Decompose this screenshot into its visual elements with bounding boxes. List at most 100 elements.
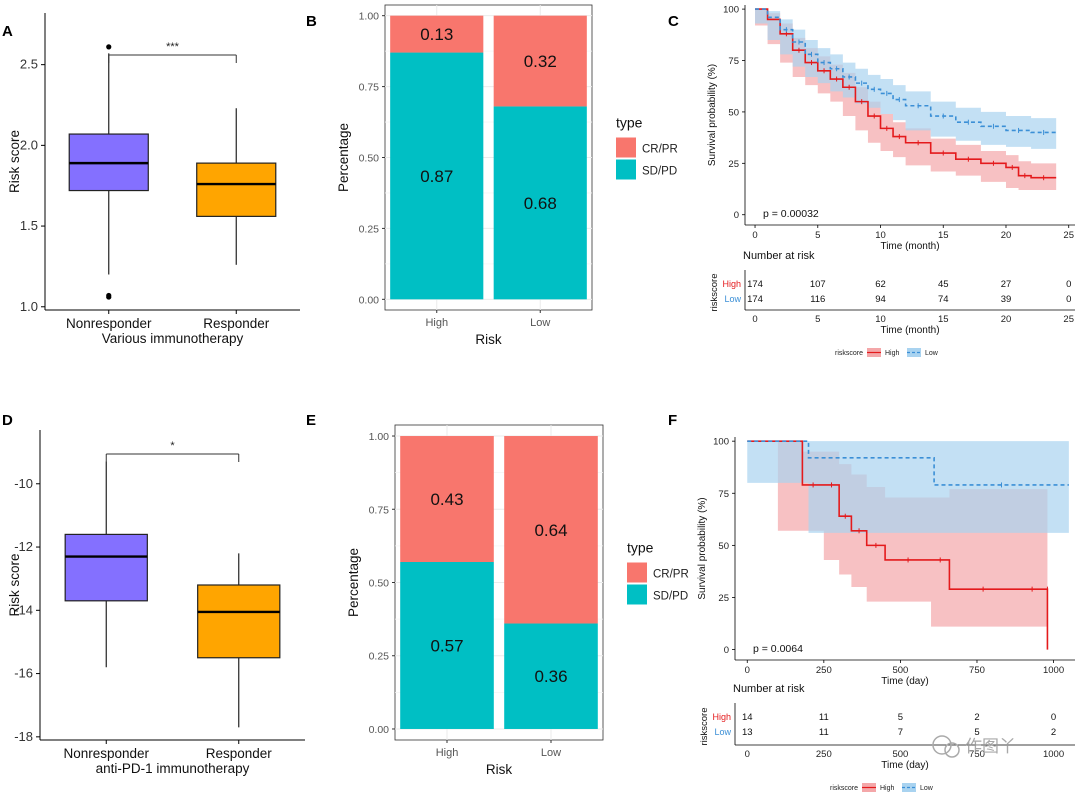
x-tick-label: Responder	[203, 316, 270, 331]
watermark: 作图丫	[932, 735, 1016, 758]
risk-row-label: High	[722, 279, 741, 289]
risk-count: 94	[875, 294, 886, 305]
risk-count: 174	[747, 279, 763, 290]
x-tick-label: Low	[541, 747, 561, 759]
data-label: 0.64	[534, 521, 567, 540]
x-axis-title: Various immunotherapy	[102, 331, 244, 346]
legend-label: Low	[920, 785, 934, 792]
risk-count: 45	[938, 279, 949, 290]
panel-label: F	[668, 412, 677, 429]
legend-label: High	[880, 785, 895, 792]
legend-swatch-cr-pr	[616, 137, 636, 158]
x-tick-label: Responder	[206, 746, 273, 761]
p-value: p = 0.00032	[763, 208, 819, 220]
y-tick-label: -12	[14, 539, 33, 554]
data-label: 0.32	[524, 52, 557, 71]
risk-x-tick-label: 750	[969, 749, 985, 760]
y-tick-label: 0.50	[359, 153, 380, 165]
risk-count: 27	[1001, 279, 1012, 290]
y-axis-title: Survival probability (%)	[707, 64, 718, 166]
y-axis-title: Percentage	[336, 123, 351, 192]
risk-row-label: Low	[714, 727, 731, 737]
y-tick-label: 50	[728, 107, 739, 118]
x-tick-label: 0	[745, 665, 750, 676]
risk-row-label: Low	[724, 294, 741, 304]
panel-label: B	[306, 13, 317, 30]
x-tick-label: 750	[969, 665, 985, 676]
risk-x-tick-label: 20	[1001, 314, 1012, 325]
x-tick-label: 500	[892, 665, 908, 676]
bar-cr-pr	[390, 15, 484, 53]
risk-count: 2	[974, 712, 979, 723]
y-tick-label: 75	[718, 489, 729, 500]
x-axis-title: Risk	[486, 762, 512, 777]
outlier-point	[106, 44, 112, 50]
y-tick-label: 100	[723, 5, 739, 16]
y-tick-label: 0.00	[359, 294, 380, 306]
y-tick-label: 0.50	[369, 578, 390, 590]
legend-swatch-cr-pr	[627, 562, 647, 583]
legend-title: type	[627, 540, 654, 556]
x-tick-label: 25	[1063, 230, 1074, 241]
legend-swatch-sd-pd	[627, 584, 647, 605]
x-tick-label: 250	[816, 665, 832, 676]
bar-cr-pr	[493, 15, 587, 107]
panel-A: A 1.0 1.5 2.0 2.5 Nonresponder Responder *** Var…	[2, 13, 300, 346]
p-value: p = 0.0064	[753, 643, 803, 655]
data-label: 0.57	[430, 636, 463, 655]
legend-label: High	[885, 350, 900, 357]
y-axis-title: Survival probability (%)	[697, 497, 708, 599]
risk-x-tick-label: 250	[816, 749, 832, 760]
outlier-point	[106, 294, 112, 300]
risk-table-axis-title: riskscore	[699, 707, 710, 745]
risk-count: 14	[742, 712, 753, 723]
risk-count: 0	[1066, 279, 1071, 290]
data-label: 0.36	[534, 667, 567, 686]
risk-x-tick-label: 0	[752, 314, 757, 325]
y-tick-label: -10	[14, 476, 33, 491]
watermark-text: 作图丫	[965, 737, 1016, 756]
y-tick-label: 1.0	[20, 299, 38, 314]
x-tick-label: 20	[1001, 230, 1012, 241]
risk-count: 39	[1001, 294, 1012, 305]
x-tick-label: 5	[815, 230, 820, 241]
y-tick-label: 0	[734, 210, 739, 221]
data-label: 0.87	[420, 167, 453, 186]
legend-label: CR/PR	[653, 569, 689, 581]
y-tick-label: 75	[728, 56, 739, 67]
risk-table-axis-title: riskscore	[709, 273, 720, 311]
ci-band-low	[755, 9, 1057, 149]
x-tick-label: Nonresponder	[66, 316, 152, 331]
y-axis-title: Percentage	[346, 548, 361, 617]
y-tick-label: -14	[14, 602, 33, 617]
bar-sd-pd	[390, 52, 484, 300]
risk-count: 13	[742, 727, 753, 738]
legend-label: Low	[925, 350, 939, 357]
risk-count: 7	[898, 727, 903, 738]
risk-x-tick-label: 15	[938, 314, 949, 325]
x-tick-label: 15	[938, 230, 949, 241]
risk-row-label: High	[712, 712, 731, 722]
panel-D: D -18 -16 -14 -12 -10 Nonresponder Responder * an…	[2, 412, 305, 776]
risk-count: 11	[819, 712, 829, 723]
panel-E: E 0.00 0.25 0.50 0.75 1.00 0.57 0.43 High 0.36 0.6…	[306, 412, 689, 777]
risk-count: 0	[1066, 294, 1071, 305]
x-tick-label: Nonresponder	[63, 746, 149, 761]
box-responder	[197, 584, 281, 659]
y-tick-label: 25	[728, 159, 739, 170]
risk-table-title: Number at risk	[733, 683, 805, 695]
risk-table-title: Number at risk	[743, 250, 815, 262]
y-tick-label: 0.75	[369, 504, 390, 516]
survival-curve-low	[747, 440, 1069, 486]
bar-sd-pd	[400, 561, 494, 729]
x-axis-title: Risk	[475, 332, 501, 347]
legend-label: SD/PD	[642, 166, 677, 178]
y-tick-label: 2.0	[20, 137, 38, 152]
y-tick-label: 2.5	[20, 57, 38, 72]
y-tick-label: 1.5	[20, 218, 38, 233]
y-axis-title: Risk score	[7, 130, 22, 193]
risk-x-tick-label: 25	[1063, 314, 1074, 325]
y-tick-label: 0.75	[359, 82, 380, 94]
